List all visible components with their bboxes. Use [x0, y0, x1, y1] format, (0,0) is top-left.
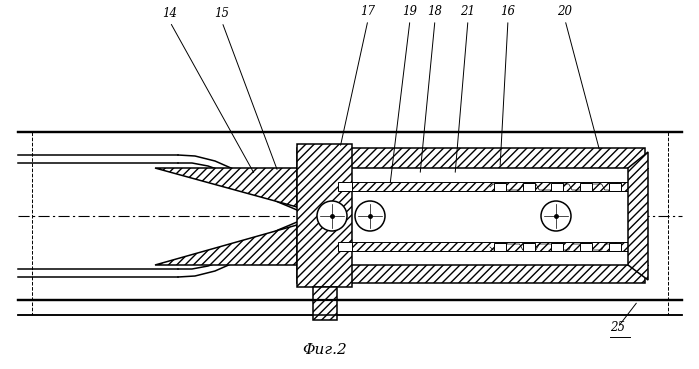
Text: 20: 20 — [558, 5, 572, 18]
Bar — [580, 243, 592, 251]
Bar — [352, 182, 628, 191]
Circle shape — [355, 201, 385, 231]
Text: 16: 16 — [500, 5, 515, 18]
Bar — [352, 191, 628, 251]
Bar — [297, 148, 645, 168]
Polygon shape — [155, 168, 297, 207]
Text: Φиг.2: Φиг.2 — [303, 343, 347, 357]
Bar — [297, 265, 645, 283]
Bar — [313, 287, 337, 320]
Bar — [352, 242, 628, 251]
Text: 19: 19 — [403, 5, 417, 18]
Text: 15: 15 — [215, 7, 229, 20]
Bar — [494, 243, 506, 251]
Text: 25: 25 — [610, 321, 626, 334]
Bar — [523, 243, 535, 251]
Text: 21: 21 — [461, 5, 475, 18]
Bar — [609, 183, 621, 191]
Circle shape — [317, 201, 347, 231]
Bar — [297, 144, 352, 287]
Bar — [523, 183, 535, 191]
Bar — [552, 183, 563, 191]
Text: 17: 17 — [361, 5, 375, 18]
Bar — [580, 183, 592, 191]
Text: 18: 18 — [428, 5, 442, 18]
Bar — [338, 182, 352, 191]
Bar — [552, 243, 563, 251]
Polygon shape — [155, 225, 297, 265]
Circle shape — [541, 201, 571, 231]
Bar — [609, 243, 621, 251]
Polygon shape — [628, 152, 648, 280]
Text: 14: 14 — [162, 7, 178, 20]
Bar — [338, 242, 352, 251]
Bar — [494, 183, 506, 191]
